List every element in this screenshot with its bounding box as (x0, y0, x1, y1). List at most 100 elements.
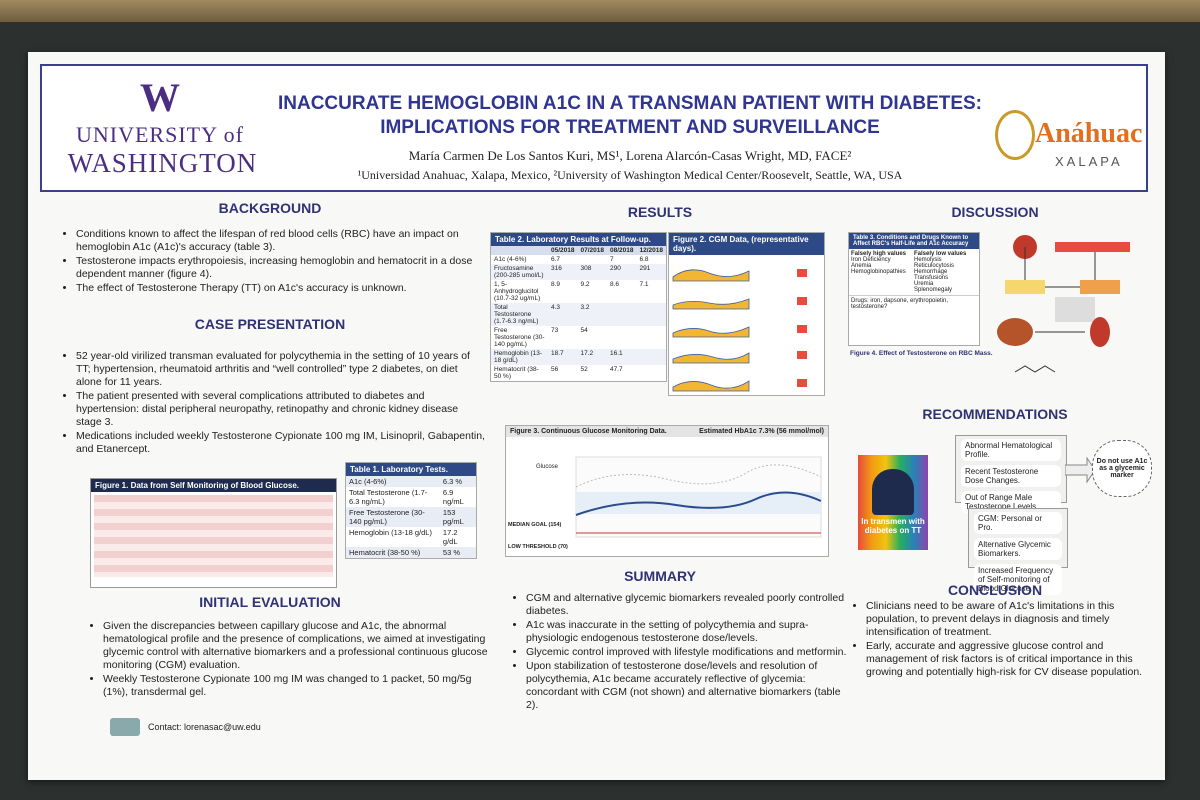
table-cell: 73 (551, 327, 559, 334)
table-cell: Free Testosterone (30-140 pg/mL) (349, 508, 425, 526)
box (1055, 297, 1095, 322)
badge (797, 325, 807, 333)
anahuac-seal (995, 110, 1035, 160)
recommendation-box: CGM: Personal or Pro. Alternative Glycemi… (968, 508, 1068, 595)
table-cell (637, 326, 667, 349)
figure-3-bar: Figure 3. Continuous Glucose Monitoring … (506, 426, 828, 437)
list-item: Abnormal Hematological Profile. (961, 439, 1061, 461)
table-header-cell: 07/2018 (580, 247, 605, 254)
uw-line1: UNIVERSITY of (76, 122, 244, 147)
table-caption: Table 2. Laboratory Results at Follow-up… (491, 233, 666, 246)
table-row: Free Testosterone (30-140 pg/mL) 153 pg/m… (346, 507, 476, 527)
box (1005, 280, 1045, 294)
list-item: A1c was inaccurate in the setting of pol… (526, 619, 848, 645)
bullet-list: CGM and alternative glycemic biomarkers … (508, 592, 848, 713)
silhouette (872, 469, 914, 515)
anahuac-name: Anáhuac (1035, 118, 1143, 149)
poster-header (40, 64, 1148, 192)
figure-2-plot (672, 269, 807, 392)
table-cell: 7 (610, 256, 614, 263)
table-cell: 8.9 (551, 281, 561, 288)
list-item: Anemia (851, 263, 872, 269)
box (1080, 280, 1120, 294)
list-item: Given the discrepancies between capillar… (103, 620, 498, 672)
table-cell: 18.7 (551, 350, 564, 357)
outcome: Do not use A1c as a glycemic marker (1096, 458, 1148, 479)
list-item: The patient presented with several compl… (76, 390, 486, 429)
figure-3: Figure 3. Continuous Glucose Monitoring … (505, 425, 829, 557)
table-caption: Table 3. Conditions and Drugs Known to A… (849, 233, 979, 249)
list-item: Increased Frequency of Self-monitoring o… (974, 564, 1062, 595)
contact: Contact: lorenasac@uw.edu (148, 722, 261, 732)
badge (797, 269, 807, 277)
title: INACCURATE HEMOGLOBIN A1C IN A TRANSMAN … (270, 92, 990, 140)
table-cell (578, 255, 608, 264)
liver-icon (997, 318, 1033, 346)
cgm-trace (672, 298, 750, 310)
list-item: 52 year-old virilized transman evaluated… (76, 350, 486, 389)
list-item: Reticulocytosis (914, 263, 955, 269)
list-item: Upon stabilization of testosterone dose/… (526, 660, 848, 712)
table-row-label: Total Testosterone (1.7-6.3 ng/mL) (494, 304, 539, 325)
section-heading: SUMMARY (624, 568, 696, 584)
list-item: Recent Testosterone Dose Changes. (961, 465, 1061, 487)
table-cell: 6.3 % (442, 477, 463, 486)
list-item: Early, accurate and aggressive glucose c… (866, 640, 1166, 679)
column: Falsely high values Iron Deficiency Anemia… (851, 251, 914, 293)
bullet-list: Conditions known to affect the lifespan … (58, 228, 476, 296)
table-cell: A1c (4-6%) (349, 477, 387, 486)
affiliations: ¹Universidad Anahuac, Xalapa, Mexico, ²U… (357, 168, 903, 182)
table-caption: Table 1. Laboratory Tests. (346, 463, 476, 476)
badge (797, 379, 807, 387)
figure-2: Figure 2. CGM Data, (representative days… (668, 232, 825, 396)
table-row: Total Testosterone (1.7-6.3 ng/mL) 6.9 ng… (346, 487, 476, 507)
uw-line2: WASHINGTON (67, 148, 258, 178)
table-row: A1c (4-6%) 6.7 7 6.8 (491, 255, 666, 264)
table-row: 1, 5-Anhydroglucitol (10.7-32 ug/mL) 8.9 9… (491, 280, 666, 303)
table-cell (607, 303, 637, 326)
table-cell: 8.6 (610, 281, 620, 288)
figure-1-grid (94, 495, 333, 577)
table-cell: 47.7 (610, 366, 623, 373)
table-cell (607, 326, 637, 349)
drugs: Drugs: iron, dapsone, erythropoietin, te… (849, 295, 979, 312)
figure-1: Figure 1. Data from Self Monitoring of B… (90, 478, 337, 588)
table-row-label: Hematocrit (38-50 %) (494, 366, 539, 380)
table-cell: 6.9 ng/mL (442, 488, 464, 506)
table-1: Table 1. Laboratory Tests. A1c (4-6%) 6.3… (345, 462, 477, 559)
list-item: Uremia (914, 281, 934, 287)
table-row-label: Hemoglobin (13-18 g/dL) (494, 350, 543, 364)
figure-caption: Figure 4. Effect of Testosterone on RBC … (850, 350, 993, 357)
table-cell: 53 % (442, 548, 461, 557)
uw-mark: W (140, 75, 180, 120)
list-item: Hemolysis (914, 257, 942, 263)
list-item: The effect of Testosterone Therapy (TT) … (76, 282, 476, 295)
badge (797, 297, 807, 305)
table-cell (637, 303, 667, 326)
table-cell: 7.1 (639, 281, 649, 288)
table-cell: 56 (551, 366, 559, 373)
ceiling (0, 0, 1200, 22)
table-3-body: Falsely high values Iron Deficiency Anemia… (849, 249, 979, 295)
figure-4 (997, 235, 1130, 373)
outcome-cloud: Do not use A1c as a glycemic marker (1092, 440, 1152, 497)
title-line: IMPLICATIONS FOR TREATMENT AND SURVEILLA… (380, 117, 880, 138)
table-cell (637, 349, 667, 365)
section-heading: BACKGROUND (218, 200, 322, 216)
table-cell: 153 pg/mL (442, 508, 464, 526)
table-header-cell: 05/2018 (551, 247, 575, 254)
arrow (1065, 456, 1095, 484)
table-row: Hemoglobin (13-18 g/dL) 17.2 g/dL (346, 527, 476, 547)
list: Hemolysis Reticulocytosis Hemorrhage Transf… (914, 257, 977, 293)
list: Iron Deficiency Anemia Hemoglobinopathies (851, 257, 914, 275)
table-header-cell: 12/2018 (639, 247, 664, 254)
table-row: Total Testosterone (1.7-6.3 ng/mL) 4.3 3.2 (491, 303, 666, 326)
list-item: Hemorrhage (914, 269, 948, 275)
table-cell: 6.7 (551, 256, 561, 263)
section-heading: INITIAL EVALUATION (199, 594, 341, 610)
list-item: Glycemic control improved with lifestyle… (526, 646, 848, 659)
list-item: Clinicians need to be aware of A1c's lim… (866, 600, 1166, 639)
axis-note: MEDIAN GOAL (154) (508, 522, 562, 528)
table-cell (637, 365, 667, 381)
